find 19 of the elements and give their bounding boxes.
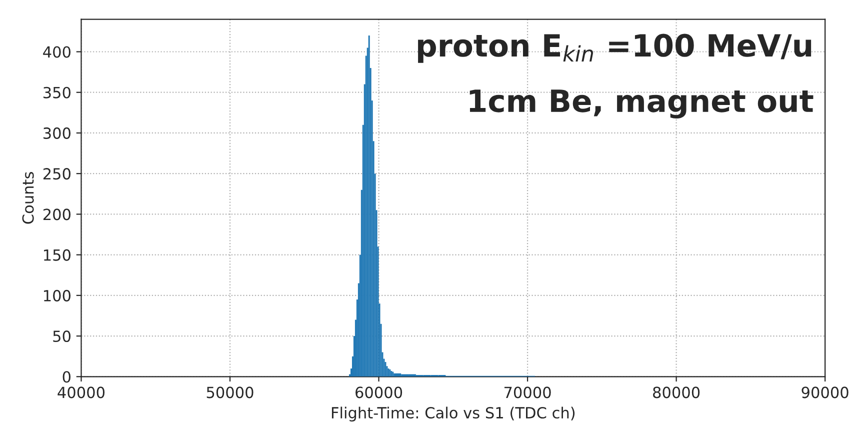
y-axis-title: Counts — [22, 172, 34, 224]
x-tick-label: 90000 — [802, 386, 848, 398]
x-axis-title: Flight-Time: Calo vs S1 (TDC ch) — [332, 406, 575, 422]
y-tick-label: 200 — [43, 208, 70, 220]
y-tick-label: 400 — [43, 46, 70, 58]
x-tick-label: 60000 — [356, 386, 402, 398]
y-tick-label: 50 — [53, 330, 70, 342]
annotation: 1cm Be, magnet out — [470, 90, 814, 119]
y-tick-label: 250 — [43, 168, 70, 180]
y-tick-label: 0 — [62, 371, 70, 383]
x-tick-label: 80000 — [653, 386, 700, 398]
y-tick-label: 150 — [44, 249, 70, 261]
x-tick-label: 70000 — [504, 386, 551, 398]
y-tick-label: 350 — [44, 86, 70, 98]
x-tick-label: 50000 — [206, 386, 254, 398]
x-tick-label: 40000 — [58, 386, 105, 398]
y-tick-label: 300 — [44, 127, 70, 139]
y-tick-label: 100 — [44, 290, 70, 302]
annotation: proton E$_{kin}$ =100 MeV/u — [418, 34, 812, 63]
